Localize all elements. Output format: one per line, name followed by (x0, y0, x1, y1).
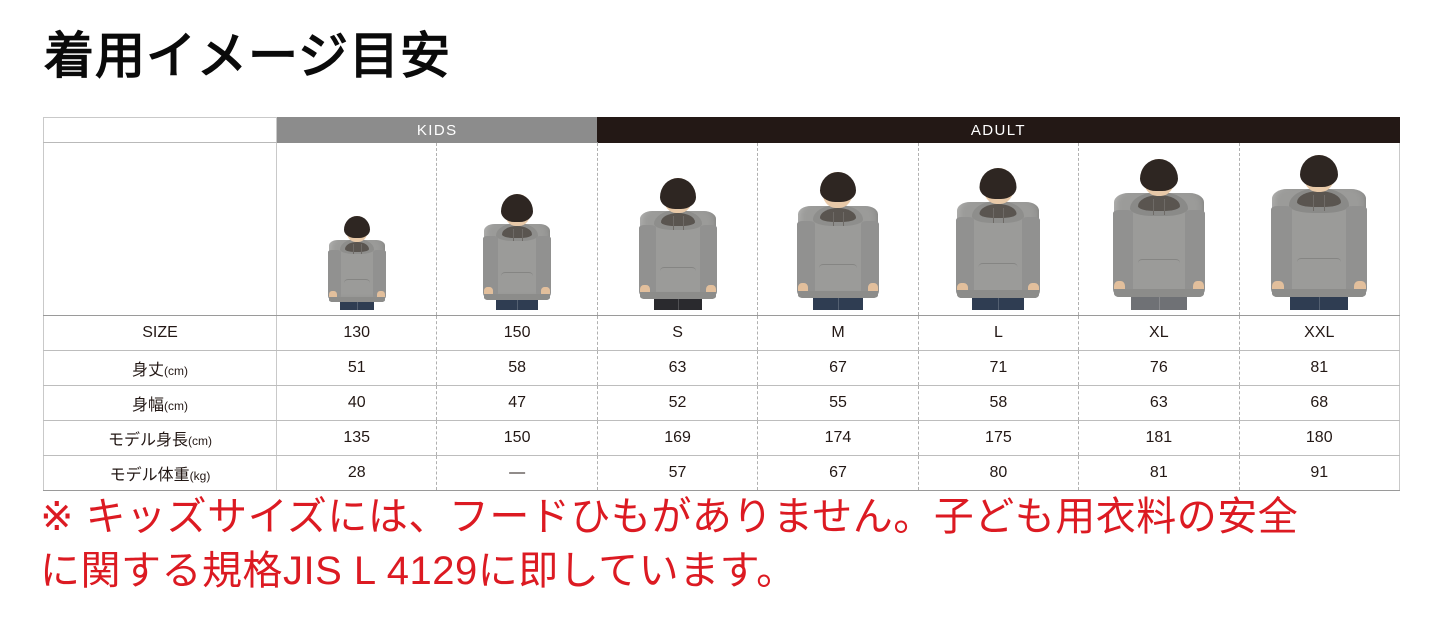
cell-body-length-s: 63 (597, 350, 759, 386)
cell-model-weight-xl: 81 (1078, 455, 1240, 491)
cell-model-weight-m: 67 (757, 455, 919, 491)
cell-body-width-s: 52 (597, 385, 759, 421)
cell-size-xxl: XXL (1239, 315, 1401, 351)
cell-size-m: M (757, 315, 919, 351)
note-line-1: ※ キッズサイズには、フードひもがありません。子ども用衣料の安全 (40, 495, 1299, 539)
model-photo-150 (436, 142, 598, 316)
row-label-body-length: 身丈(cm) (43, 350, 277, 386)
model-photo-s (597, 142, 759, 316)
table-row-size: SIZE 130 150 S M L XL XXL (43, 315, 1401, 351)
cell-body-length-l: 71 (918, 350, 1080, 386)
cell-body-width-130: 40 (276, 385, 438, 421)
cell-body-length-m: 67 (757, 350, 919, 386)
group-header-row: KIDS ADULT (43, 117, 1400, 143)
table-row-body-width: 身幅(cm) 40 47 52 55 58 63 68 (43, 385, 1401, 421)
cell-size-xl: XL (1078, 315, 1240, 351)
cell-model-weight-xxl: 91 (1239, 455, 1401, 491)
cell-model-weight-l: 80 (918, 455, 1080, 491)
row-label-size: SIZE (43, 315, 277, 351)
cell-model-weight-130: 28 (276, 455, 438, 491)
cell-body-width-150: 47 (436, 385, 598, 421)
cell-size-s: S (597, 315, 759, 351)
row-label-model-weight-text: モデル体重 (109, 467, 190, 484)
table-row-model-weight: モデル体重(kg) 28 — 57 67 80 81 91 (43, 455, 1401, 491)
cell-body-length-xl: 76 (1078, 350, 1240, 386)
row-label-model-height-unit: (cm) (188, 434, 212, 448)
row-label-model-height-text: モデル身長 (107, 432, 188, 449)
photo-row-label-cell (43, 142, 277, 316)
model-photo-m (757, 142, 919, 316)
row-label-body-length-text: 身丈 (131, 362, 164, 379)
row-label-body-width-unit: (cm) (164, 399, 188, 413)
cell-model-height-xxl: 180 (1239, 420, 1401, 456)
cell-body-length-150: 58 (436, 350, 598, 386)
model-photo-row (43, 142, 1401, 316)
cell-model-height-s: 169 (597, 420, 759, 456)
cell-model-height-150: 150 (436, 420, 598, 456)
cell-body-width-m: 55 (757, 385, 919, 421)
model-photo-130 (276, 142, 438, 316)
cell-model-weight-150: — (436, 455, 598, 491)
cell-size-l: L (918, 315, 1080, 351)
page-title: 着用イメージ目安 (44, 28, 451, 84)
cell-model-height-m: 174 (757, 420, 919, 456)
row-label-body-width-text: 身幅 (131, 397, 164, 414)
model-photo-xl (1078, 142, 1240, 316)
cell-model-height-xl: 181 (1078, 420, 1240, 456)
note-line-2: に関する規格JIS L 4129に即しています。 (40, 549, 797, 593)
table-row-body-length: 身丈(cm) 51 58 63 67 71 76 81 (43, 350, 1401, 386)
group-header-blank (43, 117, 277, 143)
cell-model-weight-s: 57 (597, 455, 759, 491)
cell-body-width-xxl: 68 (1239, 385, 1401, 421)
row-label-body-width: 身幅(cm) (43, 385, 277, 421)
row-label-body-length-unit: (cm) (164, 364, 188, 378)
model-photo-l (918, 142, 1080, 316)
model-photo-xxl (1239, 142, 1401, 316)
cell-size-150: 150 (436, 315, 598, 351)
row-label-model-weight-unit: (kg) (189, 469, 211, 483)
row-label-model-height: モデル身長(cm) (43, 420, 277, 456)
group-header-adult: ADULT (597, 117, 1400, 143)
cell-model-height-130: 135 (276, 420, 438, 456)
size-table: KIDS ADULT (43, 117, 1401, 491)
cell-body-length-xxl: 81 (1239, 350, 1401, 386)
row-label-model-weight: モデル体重(kg) (43, 455, 277, 491)
cell-body-width-xl: 63 (1078, 385, 1240, 421)
cell-size-130: 130 (276, 315, 438, 351)
group-header-kids: KIDS (276, 117, 598, 143)
kids-hood-string-note: ※ キッズサイズには、フードひもがありません。子ども用衣料の安全 に関する規格J… (40, 490, 1420, 598)
cell-body-width-l: 58 (918, 385, 1080, 421)
cell-model-height-l: 175 (918, 420, 1080, 456)
table-row-model-height: モデル身長(cm) 135 150 169 174 175 181 180 (43, 420, 1401, 456)
cell-body-length-130: 51 (276, 350, 438, 386)
